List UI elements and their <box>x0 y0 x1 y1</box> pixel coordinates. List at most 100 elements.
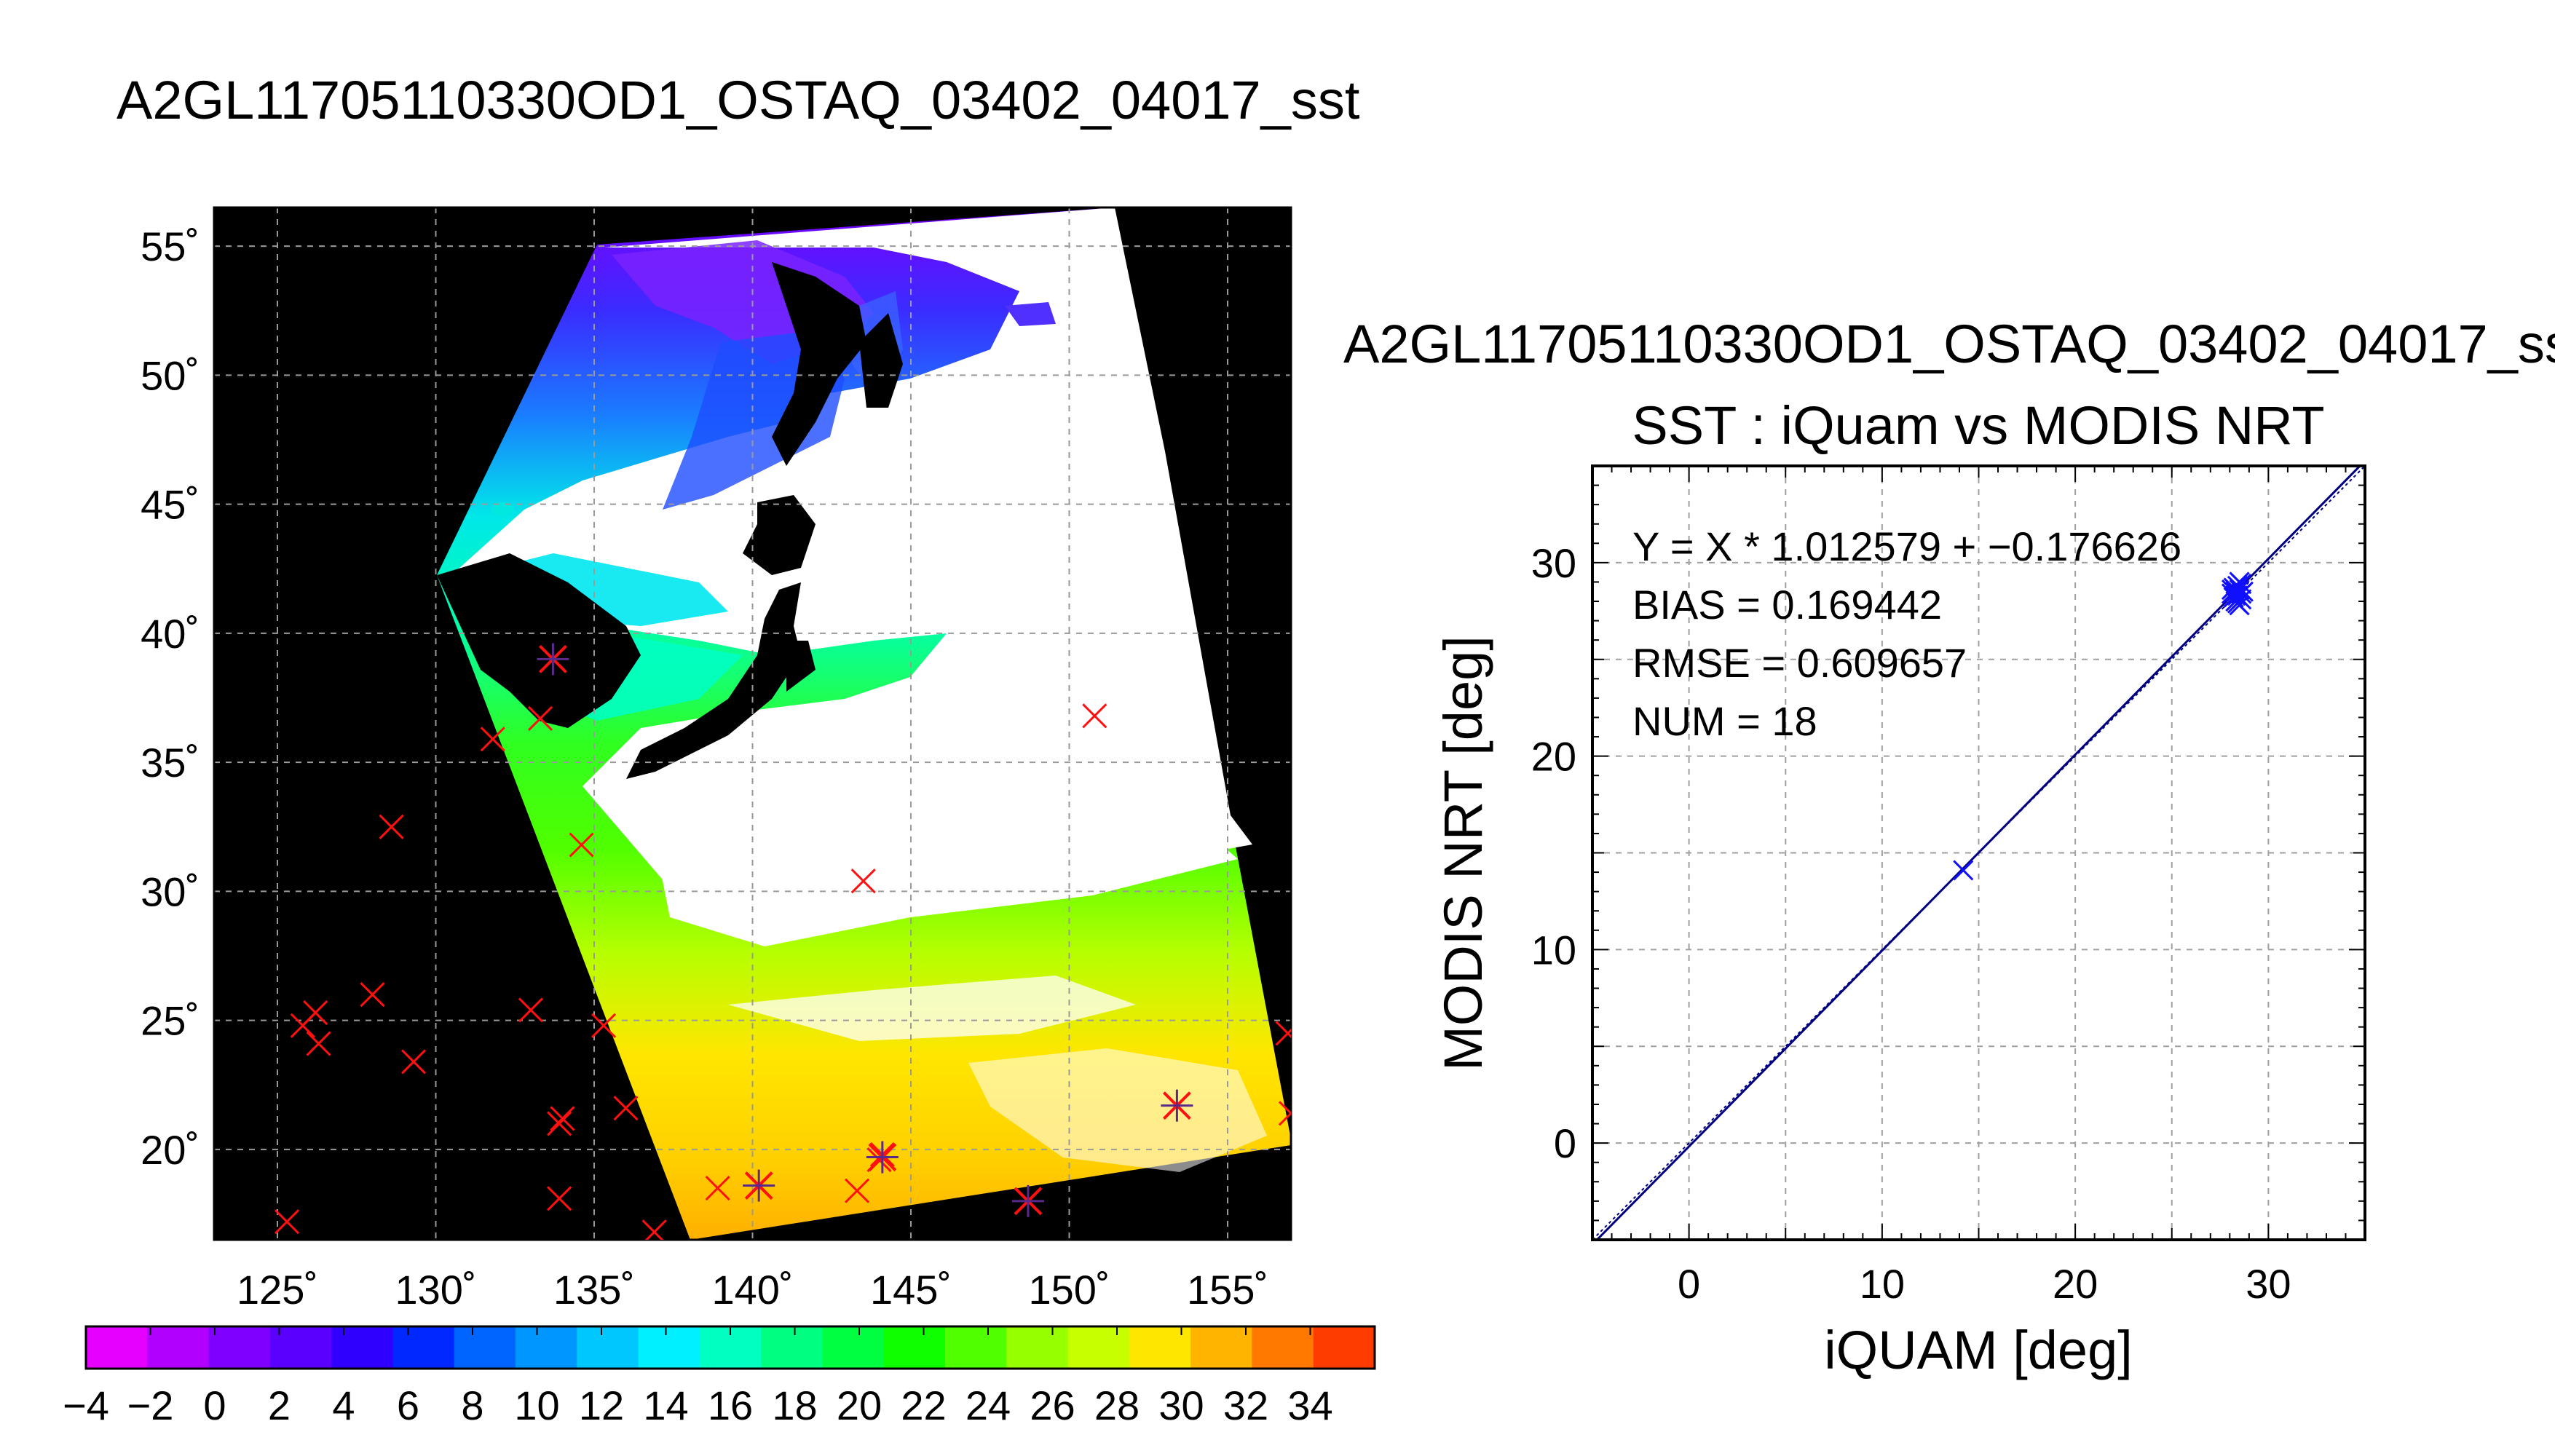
map-tick-labels: 125˚ 130˚ 135˚ 140˚ 145˚ 150˚ 155˚ 55˚ 50˚ 45˚ 40˚… <box>141 223 1268 1313</box>
colorbar-segment <box>1006 1326 1069 1369</box>
map-lon-tick-label: 150˚ <box>1028 1267 1110 1313</box>
scatter-title: SST : iQuam vs MODIS NRT <box>1632 395 2324 456</box>
map-markers <box>274 643 1291 1240</box>
scatter-file-title: A2GL11705110330OD1_OSTAQ_03402_04017_sst <box>1343 314 2555 374</box>
colorbar-segment <box>822 1326 885 1369</box>
insitu-marker <box>844 1178 870 1203</box>
insitu-marker <box>480 727 505 752</box>
scatter-point <box>2225 585 2246 606</box>
colorbar-segment <box>1252 1326 1314 1369</box>
scatter-point <box>2231 583 2252 604</box>
map-lat-tick-label: 35˚ <box>141 740 200 786</box>
colorbar-tick-label: −2 <box>127 1382 174 1428</box>
colorbar-segment <box>883 1326 946 1369</box>
colorbar-segment <box>638 1326 700 1369</box>
colorbar-tick-label: 10 <box>514 1382 559 1428</box>
figure-title: A2GL11705110330OD1_OSTAQ_03402_04017_sst <box>117 70 1360 130</box>
colorbar-tick-label: 28 <box>1094 1382 1140 1428</box>
colorbar-segment <box>392 1326 455 1369</box>
colorbar-tick-label: 6 <box>397 1382 419 1428</box>
colorbar-tick-label: 12 <box>579 1382 624 1428</box>
insitu-marker <box>527 705 553 731</box>
insitu-marker <box>518 997 544 1023</box>
map-lat-tick-label: 25˚ <box>141 998 200 1044</box>
colorbar-tick-label: −4 <box>63 1382 109 1428</box>
scatter-x-tick-label: 20 <box>2053 1261 2098 1307</box>
scatter-x-tick-label: 0 <box>1678 1261 1700 1307</box>
insitu-marker <box>1275 1021 1291 1046</box>
colorbar-tick-label: 26 <box>1030 1382 1075 1428</box>
colorbar-tick-label: 18 <box>772 1382 817 1428</box>
insitu-marker <box>705 1176 730 1201</box>
insitu-marker <box>306 1031 331 1056</box>
map-lat-tick-label: 45˚ <box>141 482 200 528</box>
colorbar-segment <box>147 1326 210 1369</box>
sst-scatter-plot: SST : iQuam vs MODIS NRT 0 10 20 300102030 … <box>1433 395 2366 1380</box>
insitu-marker <box>850 869 876 894</box>
insitu-marker <box>303 1000 328 1026</box>
colorbar-segment <box>1190 1326 1252 1369</box>
colorbar-tick-label: 0 <box>203 1382 226 1428</box>
insitu-marker <box>547 1186 572 1211</box>
scatter-y-axis-label: MODIS NRT [deg] <box>1433 636 1493 1071</box>
island-water <box>491 502 514 517</box>
colorbar-segment <box>761 1326 823 1369</box>
scatter-x-tick-label: 10 <box>1860 1261 1905 1307</box>
scatter-stats: Y = X * 1.012579 + −0.176626 BIAS = 0.169… <box>1632 523 2181 744</box>
insitu-marker <box>550 1106 575 1131</box>
insitu-marker <box>1278 1101 1291 1126</box>
map-lat-tick-label: 50˚ <box>141 352 200 398</box>
map-lat-tick-label: 55˚ <box>141 223 200 269</box>
sst-map: 125˚ 130˚ 135˚ 140˚ 145˚ 150˚ 155˚ 55˚ 50˚ 45˚ 40˚… <box>141 206 1292 1313</box>
scatter-ticks: 0 10 20 30 0 10 20 30 <box>1531 465 2366 1307</box>
scatter-y-tick-label: 10 <box>1531 927 1576 973</box>
colorbar-tick-label: 2 <box>268 1382 291 1428</box>
matchup-marker-plus <box>1161 1089 1193 1122</box>
colorbar-tick-label: 4 <box>332 1382 355 1428</box>
insitu-marker <box>1082 703 1107 729</box>
scatter-y-tick-label: 20 <box>1531 734 1576 780</box>
colorbar-tick-label: 16 <box>708 1382 753 1428</box>
colorbar-tick-label: 34 <box>1287 1382 1332 1428</box>
map-frame <box>213 206 1292 1241</box>
land <box>437 262 903 779</box>
insitu-marker <box>613 1096 639 1121</box>
insitu-marker <box>641 1219 667 1240</box>
insitu-marker <box>569 832 594 858</box>
scatter-stat-line: Y = X * 1.012579 + −0.176626 <box>1632 523 2181 569</box>
map-gridlines <box>214 207 1291 1240</box>
matchup-marker-plus <box>866 1141 899 1174</box>
colorbar-tick-label: 14 <box>643 1382 688 1428</box>
colorbar-segment <box>454 1326 516 1369</box>
colorbar-segment <box>1067 1326 1130 1369</box>
scatter-y-tick-label: 0 <box>1554 1120 1576 1166</box>
colorbar-segment <box>945 1326 1007 1369</box>
insitu-marker <box>547 1111 572 1136</box>
colorbar-segment <box>269 1326 332 1369</box>
map-lat-tick-label: 40˚ <box>141 611 200 657</box>
colorbar-segment <box>331 1326 393 1369</box>
map-lon-tick-label: 130˚ <box>395 1267 476 1313</box>
colorbar-tick-label: 20 <box>837 1382 882 1428</box>
colorbar-segment <box>1313 1326 1375 1369</box>
scatter-stat-line: BIAS = 0.169442 <box>1632 582 1942 628</box>
sst-colorbar: −4 −2 0 2 4 6 8 10 12 14 16 18 20 22 24 26 28 30 32 34 <box>63 1325 1376 1428</box>
colorbar-segment <box>516 1326 577 1369</box>
map-lat-tick-label: 20˚ <box>141 1127 200 1173</box>
colorbar-tick-label: 32 <box>1223 1382 1268 1428</box>
insitu-marker <box>360 982 385 1008</box>
scatter-point <box>1953 860 1974 881</box>
scatter-points <box>1953 571 2254 881</box>
scatter-stat-line: RMSE = 0.609657 <box>1632 640 1967 686</box>
scatter-y-tick-label: 30 <box>1531 540 1576 586</box>
colorbar-tick-label: 22 <box>901 1382 946 1428</box>
map-lon-tick-label: 135˚ <box>553 1267 635 1313</box>
insitu-marker <box>400 1049 427 1075</box>
insitu-marker <box>379 814 404 839</box>
scatter-stat-line: NUM = 18 <box>1632 698 1817 744</box>
colorbar-tick-label: 24 <box>965 1382 1011 1428</box>
map-lon-tick-label: 125˚ <box>237 1267 318 1313</box>
colorbar-tick-label: 8 <box>461 1382 483 1428</box>
colorbar-segment <box>577 1326 639 1369</box>
